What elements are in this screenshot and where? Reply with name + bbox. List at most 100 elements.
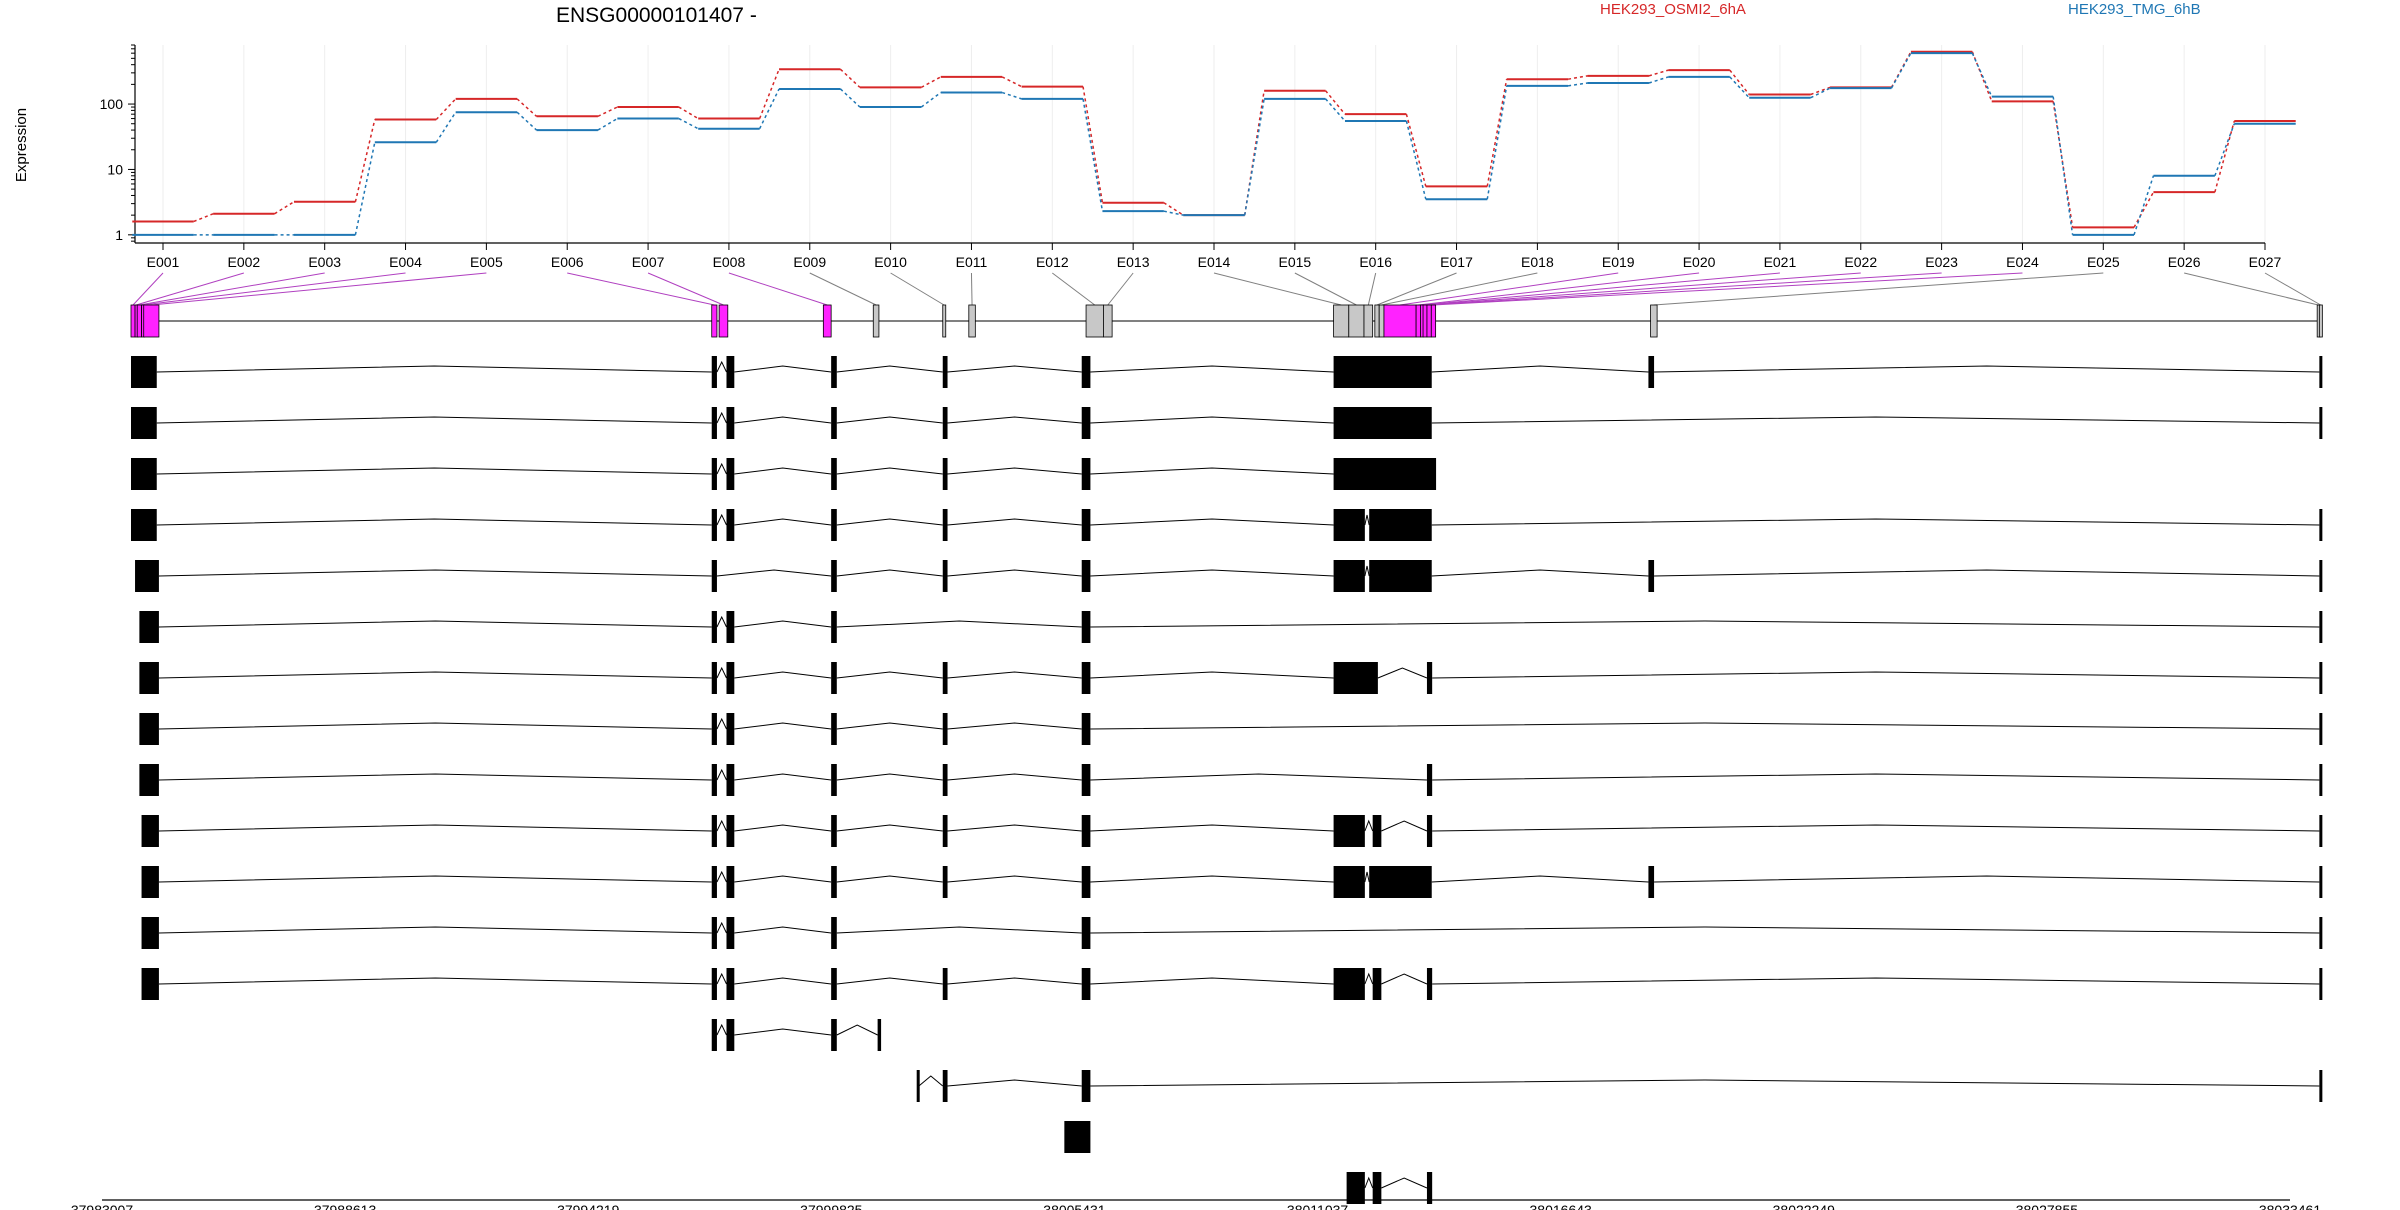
intron-line bbox=[734, 365, 832, 373]
exon-block bbox=[726, 764, 735, 796]
intron-line bbox=[734, 875, 832, 883]
series-connector bbox=[2133, 191, 2155, 228]
exon-block bbox=[711, 866, 717, 898]
intron-line bbox=[1090, 824, 1334, 832]
intron-line bbox=[716, 462, 727, 475]
series-connector bbox=[1810, 86, 1831, 96]
series-connector bbox=[274, 201, 295, 215]
series-connector bbox=[1890, 52, 1912, 89]
intron-line bbox=[836, 620, 1082, 628]
transcript-14 bbox=[711, 1019, 882, 1051]
exon-block bbox=[1333, 866, 1365, 898]
intron-line bbox=[716, 717, 727, 730]
intron-line bbox=[836, 977, 943, 985]
bin-connector bbox=[1399, 272, 1619, 306]
bin-connector bbox=[1429, 272, 1942, 306]
bin-label: E002 bbox=[227, 254, 260, 270]
genome-coordinate-label: 37994219 bbox=[557, 1202, 620, 1210]
intron-line bbox=[947, 467, 1082, 475]
exon-block bbox=[1372, 1172, 1382, 1204]
exon-block bbox=[726, 611, 735, 643]
series-1 bbox=[132, 52, 2296, 236]
exon-block bbox=[141, 866, 159, 898]
bin-connector bbox=[1052, 272, 1096, 306]
exon-block bbox=[942, 713, 948, 745]
exon-block bbox=[711, 356, 717, 388]
exon-bin bbox=[1422, 304, 1428, 338]
y-tick-label: 100 bbox=[100, 96, 124, 112]
y-axis-label: Expression bbox=[13, 108, 30, 182]
series-connector bbox=[597, 106, 618, 117]
series-connector bbox=[1163, 202, 1184, 216]
exon-block bbox=[1648, 560, 1655, 592]
genome-coordinate-label: 38027855 bbox=[2016, 1202, 2079, 1210]
intron-line bbox=[1381, 973, 1428, 985]
intron-line bbox=[716, 819, 727, 832]
exon-block bbox=[139, 764, 159, 796]
exon-block bbox=[942, 866, 948, 898]
exon-block bbox=[831, 560, 837, 592]
exon-bin bbox=[718, 304, 729, 338]
exon-block bbox=[942, 968, 948, 1000]
genome-coordinate-label: 38033461 bbox=[2259, 1202, 2322, 1210]
series-connector bbox=[758, 69, 780, 119]
series-connector bbox=[516, 111, 538, 131]
series-connector bbox=[1082, 86, 1104, 203]
exon-block bbox=[1081, 458, 1091, 490]
exon-block bbox=[2319, 1070, 2323, 1102]
intron-line bbox=[947, 671, 1082, 679]
plot-series bbox=[132, 50, 2296, 236]
genome-coordinate-label: 38005431 bbox=[1043, 1202, 1106, 1210]
exon-block bbox=[2319, 356, 2323, 388]
exon-block bbox=[831, 917, 837, 949]
genome-coordinate-label: 37999825 bbox=[800, 1202, 863, 1210]
exon-block bbox=[726, 968, 735, 1000]
exon-block bbox=[726, 713, 735, 745]
exon-block bbox=[1333, 509, 1365, 541]
intron-line bbox=[836, 1024, 878, 1036]
exon-block bbox=[131, 509, 157, 541]
bin-label: E014 bbox=[1198, 254, 1231, 270]
series-connector bbox=[1001, 91, 1022, 100]
exon-bin bbox=[143, 304, 160, 338]
intron-line bbox=[158, 977, 712, 985]
bin-label: E001 bbox=[147, 254, 180, 270]
exon-block bbox=[1081, 560, 1091, 592]
exon-block bbox=[942, 764, 948, 796]
exon-block bbox=[2319, 968, 2323, 1000]
exon-block bbox=[711, 968, 717, 1000]
bin-connector bbox=[1433, 272, 2023, 306]
intron-line bbox=[1654, 365, 2320, 373]
intron-line bbox=[1090, 416, 1334, 424]
genome-coordinate-axis: 37983007 37988613 37994219 37999825 38005431… bbox=[71, 1199, 2322, 1210]
intron-line bbox=[947, 1079, 1082, 1087]
exon-block bbox=[2319, 560, 2323, 592]
intron-line bbox=[1090, 671, 1334, 679]
bin-label: E016 bbox=[1359, 254, 1392, 270]
exon-block bbox=[1333, 815, 1365, 847]
intron-line bbox=[734, 824, 832, 832]
intron-line bbox=[734, 773, 832, 781]
exon-connectors bbox=[132, 272, 2321, 306]
intron-line bbox=[716, 1023, 727, 1036]
intron-line bbox=[836, 671, 943, 679]
exon-bin bbox=[1374, 304, 1380, 338]
exon-block bbox=[877, 1019, 882, 1051]
bin-connector bbox=[970, 272, 973, 306]
exon-bin bbox=[1650, 304, 1658, 338]
exon-block bbox=[1081, 407, 1091, 439]
exon-block bbox=[831, 713, 837, 745]
series-connector bbox=[2133, 175, 2155, 236]
exon-block bbox=[831, 1019, 837, 1051]
exon-block bbox=[942, 458, 948, 490]
exon-block bbox=[711, 917, 717, 949]
exon-block bbox=[831, 662, 837, 694]
bin-connector bbox=[2184, 272, 2319, 306]
intron-line bbox=[1432, 977, 2320, 985]
genome-coordinate-label: 38016643 bbox=[1530, 1202, 1593, 1210]
intron-line bbox=[158, 875, 712, 883]
exon-bin bbox=[1363, 304, 1374, 338]
exon-block bbox=[1081, 815, 1091, 847]
intron-line bbox=[1431, 416, 2320, 424]
